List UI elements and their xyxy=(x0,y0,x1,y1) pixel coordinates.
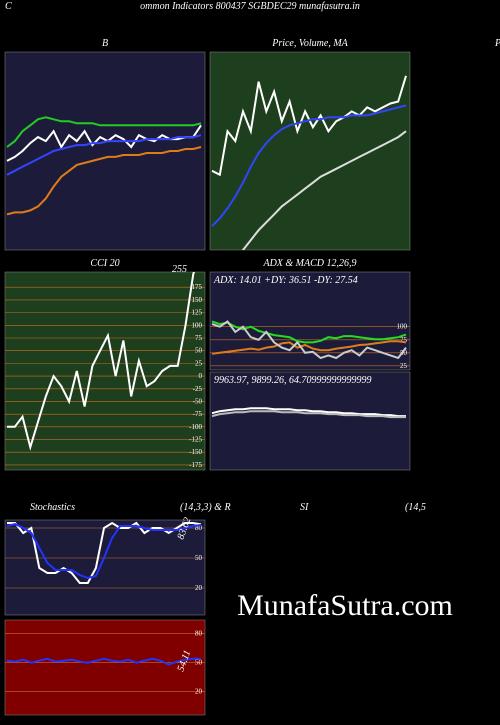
y-tick-label: 150 xyxy=(192,296,203,304)
value-label: 255 xyxy=(172,264,187,275)
y-tick-label: 75 xyxy=(195,334,203,342)
plot xyxy=(7,272,195,451)
plot xyxy=(211,320,407,360)
y-tick-label: 50 xyxy=(195,554,203,562)
plot xyxy=(211,407,406,419)
series-line xyxy=(7,272,195,451)
plot xyxy=(211,75,407,250)
series-line xyxy=(6,146,202,216)
y-tick-label: 100 xyxy=(192,321,203,329)
y-tick-label: 0 xyxy=(199,372,203,380)
panel xyxy=(209,371,411,471)
y-tick-label: 80 xyxy=(195,630,203,638)
y-tick-label: -75 xyxy=(193,410,203,418)
y-tick-label: -100 xyxy=(189,423,202,431)
y-tick-label: -125 xyxy=(189,436,202,444)
y-tick-label: 125 xyxy=(192,309,203,317)
y-tick-label: 20 xyxy=(195,584,203,592)
series-line xyxy=(6,116,202,148)
stoch-title: (14,5 xyxy=(405,502,426,513)
stoch-title: SI xyxy=(300,502,309,513)
watermark: MunafaSutra.com xyxy=(237,589,453,622)
panel xyxy=(4,519,206,616)
panel xyxy=(209,271,411,371)
y-tick-label: -25 xyxy=(193,385,203,393)
panel xyxy=(209,51,411,251)
y-tick-label: 100 xyxy=(397,323,408,331)
header-left: C xyxy=(5,1,12,12)
series-line xyxy=(7,521,202,584)
panel-title: ADX & MACD 12,26,9 xyxy=(262,258,356,269)
panel-title: B xyxy=(102,38,108,49)
y-tick-label: 175 xyxy=(192,283,203,291)
stoch-title: Stochastics xyxy=(30,502,75,513)
header-title: ommon Indicators 800437 SGBDEC29 munafas… xyxy=(140,1,360,12)
annotation: 9963.97, 9899.26, 64.70999999999999 xyxy=(214,375,372,386)
y-tick-label: 50 xyxy=(400,349,408,357)
panel-title: CCI 20 xyxy=(90,258,119,269)
series-line xyxy=(211,410,406,419)
y-tick-label: 25 xyxy=(400,362,408,370)
series-line xyxy=(211,104,407,227)
y-tick-label: -150 xyxy=(189,448,202,456)
series-line xyxy=(6,522,202,580)
plot xyxy=(6,116,202,216)
series-line xyxy=(211,340,407,355)
panel-title: Price, Volume, MA xyxy=(271,38,348,49)
y-tick-label: 50 xyxy=(195,659,203,667)
series-line xyxy=(6,134,202,176)
y-tick-label: 50 xyxy=(195,347,203,355)
series-line xyxy=(211,320,407,360)
y-tick-label: 25 xyxy=(195,359,203,367)
stoch-title: (14,3,3) & R xyxy=(180,502,231,513)
panel xyxy=(4,619,206,716)
series-line xyxy=(241,130,407,250)
plot xyxy=(6,657,202,666)
y-tick-label: -175 xyxy=(189,461,202,469)
header-right: P xyxy=(494,38,500,49)
panel xyxy=(4,271,206,471)
y-tick-label: -50 xyxy=(193,397,203,405)
annotation: ADX: 14.01 +DY: 36.51 -DY: 27.54 xyxy=(213,275,358,286)
y-tick-label: 20 xyxy=(195,688,203,696)
series-line xyxy=(211,407,406,418)
y-tick-label: 75 xyxy=(400,336,408,344)
plot xyxy=(6,521,202,584)
series-line xyxy=(6,657,202,666)
y-tick-label: 80 xyxy=(195,524,203,532)
